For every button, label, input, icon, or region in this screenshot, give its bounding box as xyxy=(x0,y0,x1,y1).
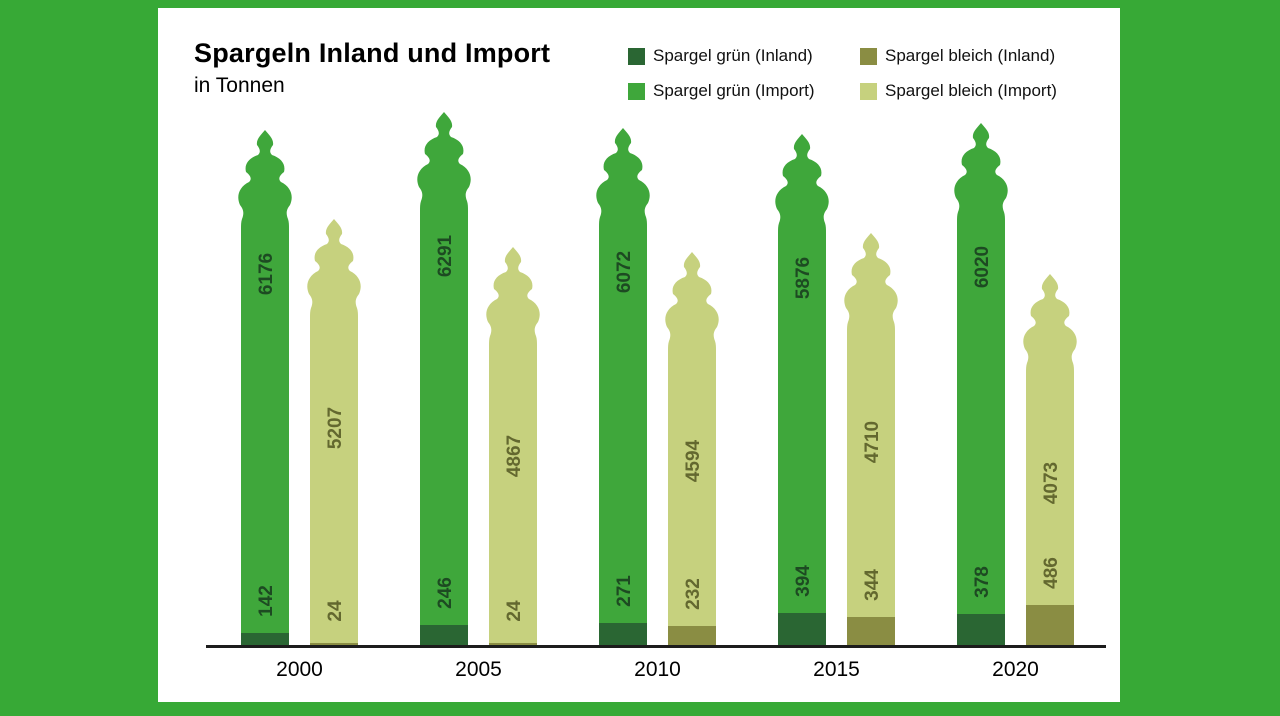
bar-pair: 5876 394 4710 344 xyxy=(770,110,903,645)
x-axis-line xyxy=(206,645,1106,648)
x-axis-label-2000: 2000 xyxy=(276,658,323,681)
chart-title: Spargeln Inland und Import xyxy=(194,38,551,68)
asparagus-spear xyxy=(307,219,361,645)
bar-pair: 6176 142 5207 24 xyxy=(233,110,366,645)
bar-pair: 6020 378 4073 486 xyxy=(949,110,1082,645)
legend-swatch xyxy=(628,82,645,100)
bar-spargel-bleich-2015: 4710 344 xyxy=(844,233,898,645)
bar-group-2015: 5876 394 4710 344 xyxy=(770,110,903,645)
asparagus-spear xyxy=(665,252,719,645)
bar-value-label: 486 xyxy=(1041,557,1062,589)
legend-swatch xyxy=(628,47,645,65)
legend-label: Spargel bleich (Inland) xyxy=(885,46,1056,65)
asparagus-spear xyxy=(238,130,292,645)
legend-swatch xyxy=(860,82,877,100)
asparagus-spear xyxy=(596,128,650,645)
asparagus-spear xyxy=(954,123,1008,645)
legend-label: Spargel grün (Inland) xyxy=(653,46,813,65)
bar-value-label: 24 xyxy=(325,600,346,622)
bar-spargel-gruen-2020: 6020 378 xyxy=(954,123,1008,645)
x-axis-label-2010: 2010 xyxy=(634,658,681,681)
bar-value-label: 344 xyxy=(862,569,883,601)
bar-pair: 6291 246 4867 24 xyxy=(412,110,545,645)
bar-group-2010: 6072 271 4594 232 xyxy=(591,110,724,645)
bar-spargel-bleich-2000: 5207 24 xyxy=(307,219,361,645)
chart-card: Spargeln Inland und Import in Tonnen Spa… xyxy=(158,8,1120,702)
bar-value-label: 5876 xyxy=(793,257,814,299)
bar-group-2005: 6291 246 4867 24 xyxy=(412,110,545,645)
bar-value-label: 271 xyxy=(614,575,635,607)
bar-value-label: 4867 xyxy=(504,435,525,477)
bar-group-2000: 6176 142 5207 24 xyxy=(233,110,366,645)
bar-value-label: 5207 xyxy=(325,407,346,449)
x-axis-label-2015: 2015 xyxy=(813,658,860,681)
bar-value-label: 4073 xyxy=(1041,462,1062,504)
legend-item: Spargel grün (Import) xyxy=(628,81,860,101)
bar-value-label: 24 xyxy=(504,600,525,622)
bar-value-label: 378 xyxy=(972,566,993,598)
asparagus-spear xyxy=(1023,274,1077,645)
bar-value-label: 246 xyxy=(435,577,456,609)
x-axis-labels: 2000 2005 2010 2015 2020 xyxy=(210,658,1105,682)
chart-plot-area: 6176 142 5207 24 6291 246 4867 24 6072 271 4594 232… xyxy=(210,110,1105,645)
x-axis-label-2005: 2005 xyxy=(455,658,502,681)
bar-value-label: 6176 xyxy=(256,253,277,295)
bar-value-label: 6291 xyxy=(435,234,456,277)
bar-group-2020: 6020 378 4073 486 xyxy=(949,110,1082,645)
bar-value-label: 6072 xyxy=(614,251,635,293)
bar-value-label: 142 xyxy=(256,585,277,617)
bar-spargel-bleich-2020: 4073 486 xyxy=(1023,274,1077,645)
asparagus-spear xyxy=(775,134,829,645)
asparagus-spear xyxy=(417,112,471,645)
x-axis-label-2020: 2020 xyxy=(992,658,1039,681)
chart-subtitle: in Tonnen xyxy=(194,74,285,97)
legend-item: Spargel grün (Inland) xyxy=(628,46,860,66)
legend-item: Spargel bleich (Import) xyxy=(860,81,1057,101)
bar-spargel-bleich-2010: 4594 232 xyxy=(665,252,719,645)
asparagus-spear xyxy=(844,233,898,645)
bar-spargel-gruen-2000: 6176 142 xyxy=(238,130,292,645)
legend-label: Spargel bleich (Import) xyxy=(885,81,1057,100)
bar-value-label: 4710 xyxy=(862,421,883,463)
legend-label: Spargel grün (Import) xyxy=(653,81,815,100)
bar-spargel-gruen-2005: 6291 246 xyxy=(417,112,471,645)
asparagus-spear xyxy=(486,247,540,645)
bar-value-label: 232 xyxy=(683,578,704,610)
legend: Spargel grün (Inland) Spargel bleich (Inl… xyxy=(628,46,1057,101)
legend-swatch xyxy=(860,47,877,65)
legend-item: Spargel bleich (Inland) xyxy=(860,46,1057,66)
bar-value-label: 4594 xyxy=(683,439,704,482)
bar-pair: 6072 271 4594 232 xyxy=(591,110,724,645)
bar-spargel-bleich-2005: 4867 24 xyxy=(486,247,540,645)
bar-value-label: 6020 xyxy=(972,246,993,288)
bar-spargel-gruen-2015: 5876 394 xyxy=(775,134,829,645)
bar-value-label: 394 xyxy=(793,565,814,597)
bar-spargel-gruen-2010: 6072 271 xyxy=(596,128,650,645)
